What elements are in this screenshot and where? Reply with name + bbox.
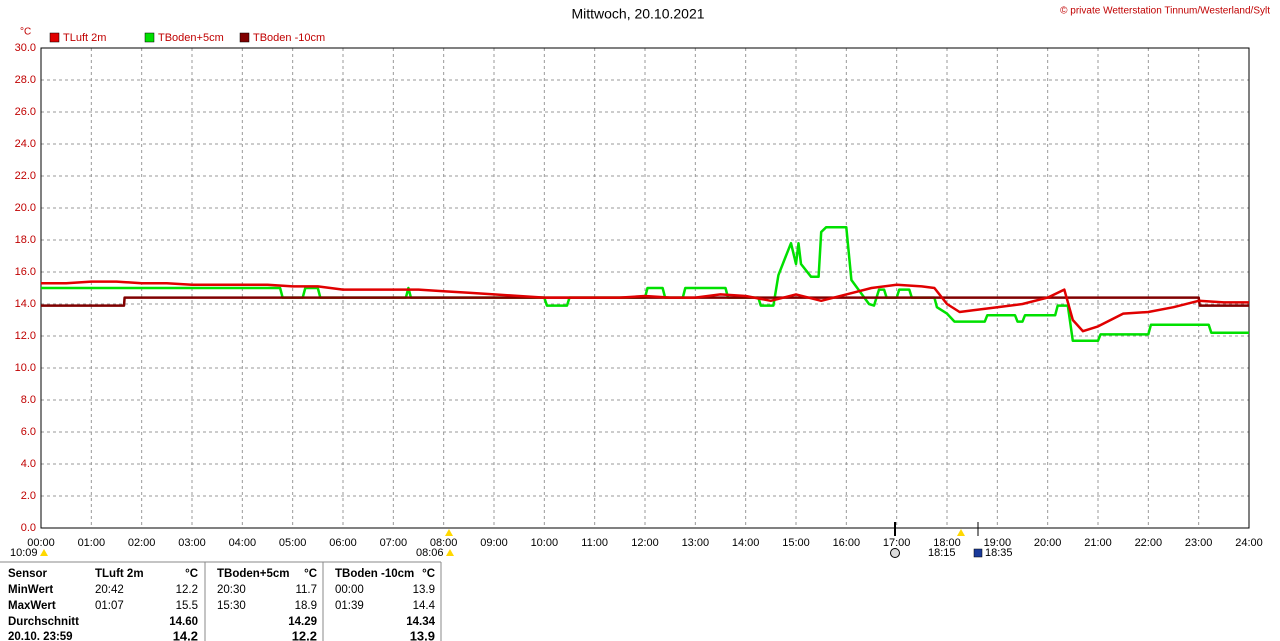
x-tick-label: 05:00	[279, 537, 307, 549]
annotation: 10:09	[10, 547, 38, 559]
x-tick-label: 09:00	[480, 537, 508, 549]
table-cell: 20.10. 23:59	[8, 631, 73, 641]
annotation: 18:15	[928, 547, 956, 559]
x-tick-label: 07:00	[380, 537, 408, 549]
x-tick-label: 18:00	[933, 537, 961, 549]
table-cell: °C	[304, 568, 317, 580]
table-cell: Durchschnitt	[8, 616, 79, 628]
table-cell: 20:42	[95, 584, 124, 596]
sun-marker	[40, 549, 48, 556]
table-cell: 11.7	[295, 584, 317, 596]
y-tick-label: 6.0	[21, 426, 36, 438]
y-tick-label: 4.0	[21, 458, 36, 470]
moon-marker	[890, 548, 900, 558]
y-tick-label: 26.0	[15, 106, 36, 118]
x-tick-label: 04:00	[229, 537, 257, 549]
legend-label: TBoden -10cm	[253, 32, 325, 44]
data-line	[41, 280, 1249, 333]
table-cell: Sensor	[8, 568, 48, 580]
table-cell: 20:30	[217, 584, 246, 596]
table-cell: °C	[185, 568, 198, 580]
y-tick-label: 14.0	[15, 298, 36, 310]
chart-title: Mittwoch, 20.10.2021	[571, 6, 704, 22]
table-cell: 01:39	[335, 600, 364, 612]
table-cell: 00:00	[335, 584, 364, 596]
table-cell: 14.34	[406, 616, 435, 628]
table-cell: MaxWert	[8, 600, 56, 612]
y-tick-label: 16.0	[15, 266, 36, 278]
y-tick-label: 20.0	[15, 202, 36, 214]
table-cell: 18.9	[295, 600, 317, 612]
y-tick-label: 28.0	[15, 74, 36, 86]
y-tick-label: 24.0	[15, 138, 36, 150]
x-tick-label: 16:00	[833, 537, 861, 549]
x-tick-label: 13:00	[682, 537, 710, 549]
y-unit: °C	[20, 27, 31, 38]
x-tick-label: 20:00	[1034, 537, 1062, 549]
table-cell: 13.9	[413, 584, 435, 596]
y-tick-label: 10.0	[15, 362, 36, 374]
sun-marker	[445, 529, 453, 536]
table-cell: TLuft 2m	[95, 568, 144, 580]
x-tick-label: 00:00	[27, 537, 55, 549]
x-tick-label: 24:00	[1235, 537, 1263, 549]
table-cell: 14.60	[169, 616, 198, 628]
table-cell: 12.2	[176, 584, 198, 596]
x-tick-label: 11:00	[581, 537, 608, 549]
table-cell: TBoden+5cm	[217, 568, 290, 580]
legend-swatch	[144, 32, 155, 43]
credit: © private Wetterstation Tinnum/Westerlan…	[1060, 6, 1270, 17]
data-line	[41, 225, 1249, 343]
table-cell: 01:07	[95, 600, 124, 612]
x-tick-label: 23:00	[1185, 537, 1213, 549]
x-tick-label: 02:00	[128, 537, 156, 549]
x-tick-label: 21:00	[1084, 537, 1112, 549]
y-tick-label: 8.0	[21, 394, 36, 406]
x-tick-label: 12:00	[631, 537, 659, 549]
annotation: 18:35	[985, 547, 1013, 559]
y-tick-label: 22.0	[15, 170, 36, 182]
x-tick-label: 10:00	[531, 537, 559, 549]
table-cell: 14.29	[288, 616, 317, 628]
table-cell: 12.2	[292, 628, 317, 641]
x-tick-label: 03:00	[178, 537, 206, 549]
x-tick-label: 17:00	[883, 537, 911, 549]
legend-swatch	[239, 32, 250, 43]
legend-label: TLuft 2m	[63, 32, 106, 44]
sun-marker	[957, 529, 965, 536]
y-tick-label: 30.0	[15, 42, 36, 54]
sun-marker	[446, 549, 454, 556]
y-tick-label: 12.0	[15, 330, 36, 342]
x-tick-label: 06:00	[329, 537, 357, 549]
legend-swatch	[49, 32, 60, 43]
moon-marker	[973, 548, 983, 558]
x-tick-label: 01:00	[78, 537, 106, 549]
x-tick-label: 15:00	[782, 537, 810, 549]
y-tick-label: 18.0	[15, 234, 36, 246]
y-tick-label: 0.0	[21, 522, 36, 534]
y-tick-label: 2.0	[21, 490, 36, 502]
table-cell: 14.4	[413, 600, 436, 612]
x-tick-label: 14:00	[732, 537, 760, 549]
table-cell: 13.9	[410, 628, 435, 641]
table-cell: TBoden -10cm	[335, 568, 414, 580]
table-cell: °C	[422, 568, 435, 580]
table-cell: 15.5	[176, 600, 198, 612]
x-tick-label: 22:00	[1135, 537, 1163, 549]
annotation: 08:06	[416, 547, 444, 559]
table-cell: MinWert	[8, 584, 53, 596]
x-tick-label: 19:00	[984, 537, 1012, 549]
legend-label: TBoden+5cm	[158, 32, 224, 44]
table-cell: 14.2	[173, 628, 198, 641]
table-cell: 15:30	[217, 600, 246, 612]
x-tick-label: 08:00	[430, 537, 458, 549]
